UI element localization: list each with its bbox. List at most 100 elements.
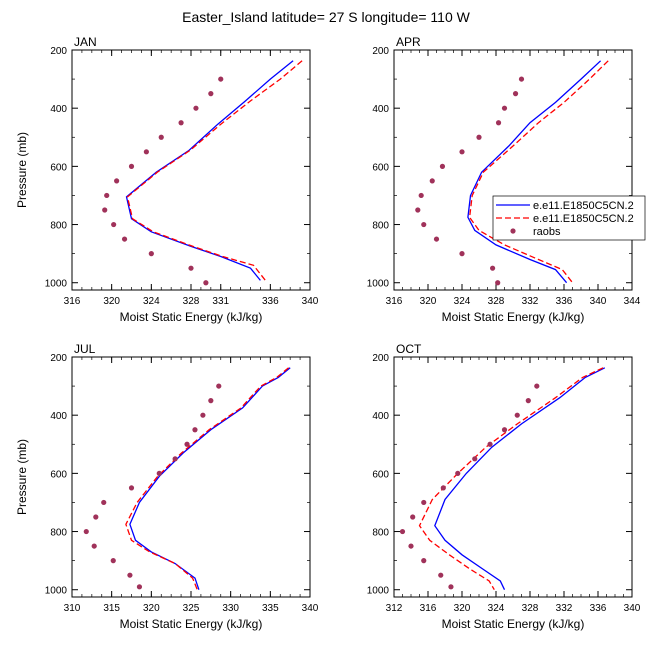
model2-line xyxy=(125,367,290,590)
x-tick-label: 336 xyxy=(556,296,573,307)
x-tick-label: 324 xyxy=(454,296,471,307)
y-tick-label: 800 xyxy=(50,221,67,232)
raobs-point xyxy=(208,91,214,97)
y-axis-label: Pressure (mb) xyxy=(15,439,29,515)
x-axis-label: Moist Static Energy (kJ/kg) xyxy=(120,310,263,324)
model1-line xyxy=(125,60,294,281)
raobs-point xyxy=(512,91,519,97)
raobs-point xyxy=(208,398,214,404)
raobs-point xyxy=(128,163,135,169)
y-tick-label: 400 xyxy=(50,104,67,115)
raobs-point xyxy=(439,163,446,169)
x-tick-label: 325 xyxy=(183,603,200,614)
x-tick-label: 312 xyxy=(386,603,403,614)
raobs-point xyxy=(501,427,508,433)
y-tick-label: 400 xyxy=(372,104,389,115)
x-axis-label: Moist Static Energy (kJ/kg) xyxy=(442,310,585,324)
x-tick-label: 336 xyxy=(590,603,607,614)
legend-marker-raobs xyxy=(510,228,516,234)
raobs-point xyxy=(101,499,107,506)
x-axis-label: Moist Static Energy (kJ/kg) xyxy=(120,617,263,631)
raobs-point xyxy=(83,528,89,535)
x-tick-label: 320 xyxy=(103,296,120,307)
legend-label: e.e11.E1850C5CN.2 xyxy=(533,200,634,212)
raobs-point xyxy=(501,105,508,111)
raobs-point xyxy=(455,470,461,476)
legend-label: raobs xyxy=(533,226,561,238)
y-tick-label: 400 xyxy=(50,411,67,422)
y-tick-label: 600 xyxy=(372,469,389,480)
raobs-point xyxy=(93,514,99,520)
raobs-point xyxy=(148,251,154,257)
x-tick-label: 316 xyxy=(420,603,437,614)
x-tick-label: 340 xyxy=(590,296,607,307)
x-tick-label: 316 xyxy=(64,296,81,307)
raobs-point xyxy=(448,584,454,590)
model1-line xyxy=(467,60,602,284)
panel-label: JUL xyxy=(74,342,96,356)
x-tick-label: 340 xyxy=(624,603,641,614)
x-axis-label: Moist Static Energy (kJ/kg) xyxy=(442,617,585,631)
raobs-point xyxy=(110,558,116,564)
raobs-point xyxy=(218,76,224,82)
y-tick-label: 600 xyxy=(372,162,389,173)
raobs-point xyxy=(514,412,520,418)
panel-apr: APR 316 320 324 328 332 336 340 344 200 400 600 800 1… xyxy=(367,35,646,324)
raobs-point xyxy=(104,192,110,199)
panel-label: OCT xyxy=(396,342,422,356)
x-tick-label: 324 xyxy=(143,296,160,307)
x-tick-label: 340 xyxy=(302,296,319,307)
y-tick-label: 1000 xyxy=(367,279,390,290)
raobs-point xyxy=(156,470,162,476)
model2-line xyxy=(126,60,303,281)
plot-frame xyxy=(71,356,311,598)
x-tick-label: 331 xyxy=(212,296,229,307)
raobs-point xyxy=(421,221,427,228)
raobs-point xyxy=(178,120,184,126)
y-tick-label: 200 xyxy=(372,46,389,57)
raobs-point xyxy=(111,221,117,228)
raobs-point xyxy=(410,514,416,520)
raobs-point xyxy=(429,178,435,184)
raobs-point xyxy=(534,383,540,389)
raobs-point xyxy=(433,236,440,242)
plot-area xyxy=(415,60,609,286)
raobs-point xyxy=(200,412,206,418)
raobs-point xyxy=(421,558,427,564)
y-tick-label: 800 xyxy=(50,528,67,539)
x-tick-label: 340 xyxy=(302,603,319,614)
raobs-point xyxy=(495,280,501,286)
x-tick-label: 330 xyxy=(222,603,239,614)
raobs-point xyxy=(143,149,149,155)
panel-jul: JUL 310 315 320 325 330 335 340 200 400 600 800 1000… xyxy=(15,342,319,631)
panel-label: APR xyxy=(396,35,421,49)
raobs-point xyxy=(127,572,133,578)
raobs-point xyxy=(121,236,128,242)
x-tick-label: 324 xyxy=(488,603,505,614)
y-tick-label: 800 xyxy=(372,221,389,232)
y-tick-label: 600 xyxy=(50,469,67,480)
x-tick-label: 315 xyxy=(103,603,120,614)
y-tick-label: 1000 xyxy=(367,586,390,597)
raobs-point xyxy=(172,456,178,462)
x-tick-label: 328 xyxy=(522,603,539,614)
model2-line xyxy=(418,367,604,591)
raobs-point xyxy=(525,398,531,404)
figure-title: Easter_Island latitude= 27 S longitude= … xyxy=(182,9,470,25)
y-tick-label: 600 xyxy=(50,162,67,173)
x-tick-label: 328 xyxy=(183,296,200,307)
x-tick-label: 335 xyxy=(262,603,279,614)
raobs-point xyxy=(203,280,209,286)
raobs-point xyxy=(459,149,465,155)
x-tick-label: 320 xyxy=(143,603,160,614)
panels: JAN 316 320 324 328 331 336 340 200 400 600 800 1000… xyxy=(15,35,646,631)
x-tick-label: 316 xyxy=(386,296,403,307)
raobs-point xyxy=(91,543,97,549)
raobs-point xyxy=(490,265,496,271)
x-tick-label: 320 xyxy=(420,296,437,307)
raobs-point xyxy=(415,207,421,213)
plot-area xyxy=(83,367,291,590)
raobs-point xyxy=(188,265,194,271)
y-tick-label: 400 xyxy=(372,411,389,422)
